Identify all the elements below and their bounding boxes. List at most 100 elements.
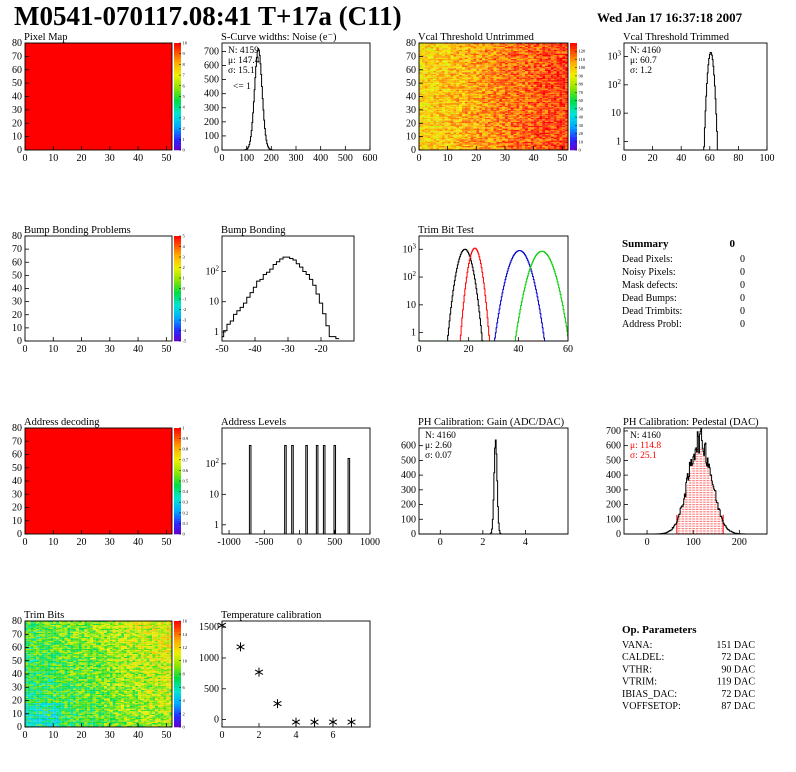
x-tick-label: 2	[480, 537, 485, 548]
y-tick-label: 80	[12, 616, 22, 627]
y-tick-label: 80	[406, 38, 416, 49]
color-scale-label: 30	[579, 123, 584, 128]
x-tick-label: 50	[161, 344, 171, 355]
bump-bonding-chart: Bump Bonding -50 -40 -30 -20 1 10 102	[206, 225, 355, 355]
summary-row-value: 0	[740, 319, 745, 330]
y-tick-label: 50	[12, 463, 22, 474]
chart-title: Trim Bits	[24, 610, 64, 621]
color-scale-label: 0.8	[183, 447, 189, 452]
summary-panel: Summary 0 Dead Pixels: 0 Noisy Pixels: 0 Mask …	[622, 238, 745, 330]
y-tick-label: 0	[17, 529, 22, 540]
y-tick-label: 40	[12, 92, 22, 103]
run-date: Wed Jan 17 16:37:18 2007	[597, 10, 743, 25]
y-tick-label: 20	[12, 503, 22, 514]
x-tick-label: 100	[239, 153, 254, 164]
x-tick-label: 20	[77, 537, 87, 548]
color-scale-label: 0	[183, 532, 186, 537]
x-tick-label: 0	[297, 537, 302, 548]
x-tick-label: 10	[48, 730, 58, 741]
color-scale-label: 10	[183, 658, 188, 663]
x-tick-label: 0	[220, 730, 225, 741]
data-point	[254, 667, 264, 677]
y-tick-label: 10	[12, 709, 22, 720]
color-scale-label: 120	[579, 49, 587, 54]
y-tick-label: 300	[204, 103, 219, 114]
x-tick-label: -1000	[217, 537, 240, 548]
op-param-value: 151 DAC	[716, 640, 755, 651]
x-tick-label: 0	[220, 153, 225, 164]
y-tick-label: 0	[411, 145, 416, 156]
y-tick-label: 30	[406, 105, 416, 116]
x-tick-label: 20	[464, 344, 474, 355]
x-tick-label: -20	[314, 344, 327, 355]
x-tick-label: 500	[338, 153, 353, 164]
plot-frame	[623, 42, 768, 151]
y-tick-label: 500	[606, 455, 621, 466]
x-tick-label: 20	[77, 153, 87, 164]
plot-frame	[221, 235, 355, 342]
y-tick-label: 102	[206, 265, 220, 278]
color-scale-label: 70	[579, 90, 584, 95]
color-scale-label: 3	[183, 115, 186, 120]
y-tick-label: 70	[12, 51, 22, 62]
level-spike	[333, 444, 337, 534]
summary-row-value: 0	[740, 267, 745, 278]
y-tick-label: 300	[606, 485, 621, 496]
y-tick-label: 20	[406, 118, 416, 129]
level-spike	[315, 444, 319, 534]
x-tick-label: 0	[23, 537, 28, 548]
x-tick-label: 20	[471, 153, 481, 164]
color-scale-label: 1	[183, 276, 185, 281]
x-tick-label: 80	[733, 153, 743, 164]
chart-title: PH Calibration: Pedestal (DAC)	[623, 417, 759, 428]
chart-title: Vcal Threshold Untrimmed	[418, 32, 535, 43]
x-tick-label: 40	[133, 537, 143, 548]
x-tick-label: 100	[686, 537, 701, 548]
color-scale-label: 0.3	[183, 500, 189, 505]
data-point	[236, 642, 245, 652]
summary-title: Summary	[622, 238, 669, 250]
x-tick-label: 20	[77, 344, 87, 355]
pedestal-hatch	[676, 447, 723, 534]
y-tick-label: 10	[209, 297, 219, 308]
y-tick-label: 200	[606, 500, 621, 511]
stats-line: μ: 114.8	[630, 441, 661, 451]
color-scale-label: 0.2	[183, 510, 189, 515]
op-param-value: 119 DAC	[717, 677, 756, 688]
y-tick-label: 60	[12, 257, 22, 268]
color-scale: 0 0.1 0.2 0.3 0.4 0.5 0.6 0.7 0.8 0.9 1	[174, 426, 189, 537]
series-line	[419, 247, 568, 342]
summary-row-label: Dead Trimbits:	[622, 306, 682, 317]
level-spike	[291, 444, 294, 534]
heatmap-fill	[25, 428, 172, 534]
trim-bit-test-chart: Trim Bit Test 0 20 40 60 1 10 102 103	[403, 225, 574, 355]
x-tick-label: 200	[732, 537, 747, 548]
y-tick-label: 20	[12, 696, 22, 707]
y-tick-label: 0	[616, 529, 621, 540]
underflow-annotation: <= 1	[233, 82, 251, 92]
color-scale-label: 0.1	[183, 521, 189, 526]
color-scale-label: 2	[183, 265, 185, 270]
color-scale-label: 20	[579, 131, 584, 136]
op-param-label: VANA:	[622, 640, 652, 651]
y-tick-label: 100	[204, 131, 219, 142]
y-tick-label: 400	[401, 470, 416, 481]
x-tick-label: 0	[417, 153, 422, 164]
y-tick-label: 20	[12, 118, 22, 129]
color-scale-label: 1	[183, 137, 185, 142]
temperature-calibration-chart: Temperature calibration 0 2 4 6 0 500 1000 1500	[199, 610, 371, 741]
color-scale-label: 2	[183, 711, 185, 716]
y-tick-label: 103	[608, 50, 622, 63]
chart-title: Trim Bit Test	[418, 225, 474, 236]
x-tick-label: 500	[327, 537, 342, 548]
summary-row-value: 0	[740, 280, 745, 291]
y-tick-label: 200	[204, 117, 219, 128]
color-scale-label: 4	[183, 244, 186, 249]
y-tick-label: 50	[12, 270, 22, 281]
y-tick-label: 70	[12, 629, 22, 640]
y-tick-label: 600	[606, 441, 621, 452]
summary-row-value: 0	[740, 306, 745, 317]
y-tick-label: 10	[406, 300, 416, 311]
y-tick-label: 50	[406, 78, 416, 89]
